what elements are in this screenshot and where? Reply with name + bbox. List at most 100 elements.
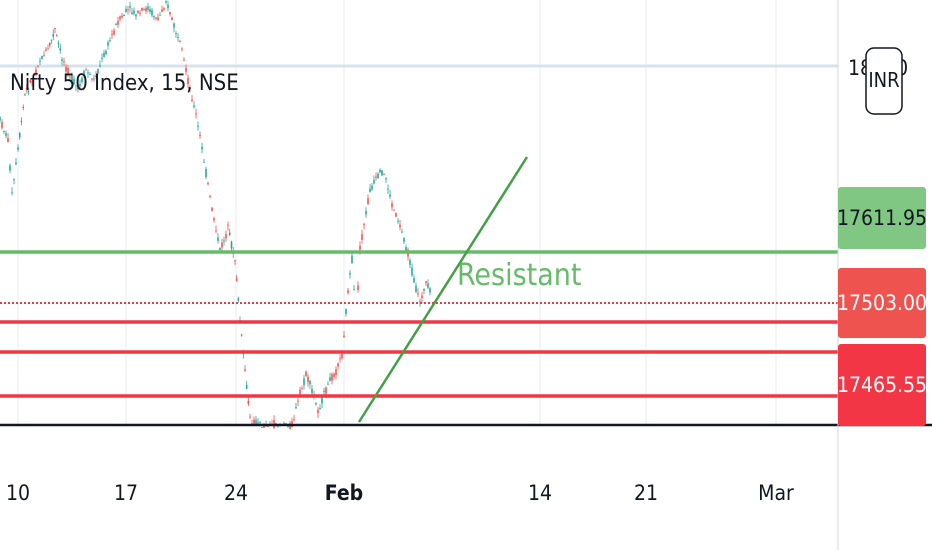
candle-body xyxy=(335,369,337,375)
candle-body xyxy=(315,402,317,405)
candle-body xyxy=(351,255,353,264)
candle-body xyxy=(249,416,251,418)
candle-body xyxy=(67,67,69,74)
candle-body xyxy=(203,161,205,163)
candle-body xyxy=(121,15,123,18)
candle-body xyxy=(83,70,85,76)
candle-body xyxy=(297,400,299,402)
candle-body xyxy=(319,408,321,410)
candle-body xyxy=(39,60,41,62)
candle-body xyxy=(393,209,395,211)
candle-body xyxy=(379,169,381,173)
candle-body xyxy=(13,179,15,181)
candle-body xyxy=(169,12,171,15)
candle-body xyxy=(399,224,401,228)
candle-body xyxy=(263,425,265,428)
candle-body xyxy=(47,48,49,50)
candle-body xyxy=(387,188,389,190)
candle-body xyxy=(17,147,19,150)
candle-body xyxy=(173,23,175,28)
candle-body xyxy=(73,78,75,85)
trendline[interactable] xyxy=(357,156,529,423)
candle-body xyxy=(277,426,279,428)
candle-body xyxy=(29,80,32,83)
candle-body xyxy=(339,358,341,360)
candle-body xyxy=(217,237,219,241)
candle-body xyxy=(109,40,111,42)
candle-body xyxy=(175,33,177,35)
candle-body xyxy=(377,173,379,179)
candle-body xyxy=(361,234,363,240)
candle-body xyxy=(191,99,193,102)
candle-body xyxy=(57,43,60,45)
candle-body xyxy=(7,138,9,142)
candle-body xyxy=(95,75,97,77)
currency-badge[interactable]: INR xyxy=(865,47,903,115)
x-tick-label: Mar xyxy=(758,481,794,505)
candle-body xyxy=(20,120,23,123)
candle-body xyxy=(299,389,301,395)
candle-body xyxy=(409,260,411,265)
candle-body xyxy=(139,12,141,14)
candle-body xyxy=(337,363,339,367)
candle-body xyxy=(223,240,225,242)
price-label-last: 17503.00 xyxy=(837,268,927,338)
candle-body xyxy=(201,146,203,150)
candle-body xyxy=(115,23,117,25)
candle-body xyxy=(193,105,195,108)
candle-body xyxy=(245,384,248,389)
price-lines xyxy=(0,250,838,398)
candle-body xyxy=(367,198,369,205)
candle-body xyxy=(97,69,99,74)
candle-body xyxy=(331,374,333,381)
candle-body xyxy=(293,419,295,421)
candle-body xyxy=(37,66,39,68)
candle-body xyxy=(419,301,421,303)
candle-body xyxy=(343,335,345,338)
candle-body xyxy=(69,76,71,78)
candle-body xyxy=(228,232,231,235)
candle-body xyxy=(123,14,125,17)
candle-body xyxy=(305,371,307,376)
candle-body xyxy=(171,17,173,21)
candle-body xyxy=(365,211,367,215)
candle-body xyxy=(295,407,297,409)
candle-body xyxy=(24,94,26,96)
x-tick-label: 24 xyxy=(224,481,248,505)
candle-body xyxy=(219,247,221,250)
candle-body xyxy=(119,16,121,20)
candle-body xyxy=(135,14,137,17)
candle-body xyxy=(9,165,11,171)
candle-body xyxy=(237,298,240,301)
candle-body xyxy=(77,86,79,90)
candle-body xyxy=(255,419,257,427)
price-label-text: 17611.95 xyxy=(837,206,927,230)
grid-lines xyxy=(0,0,838,425)
candle-body xyxy=(303,378,305,386)
candle-body xyxy=(333,373,335,377)
candle-body xyxy=(151,10,153,16)
candle-body xyxy=(261,427,263,429)
candle-body xyxy=(54,28,56,30)
candle-body xyxy=(225,234,227,239)
candle-body xyxy=(111,34,113,36)
candle-body xyxy=(403,237,405,242)
x-axis: 10 17 24 Feb 14 21 Mar xyxy=(6,481,794,505)
candle-body xyxy=(301,388,303,390)
candle-body xyxy=(345,309,347,314)
candle-body xyxy=(423,288,425,291)
candle-body xyxy=(63,61,65,63)
candle-body xyxy=(411,267,413,276)
candle-body xyxy=(357,285,359,291)
candle-body xyxy=(211,207,213,212)
candle-body xyxy=(369,188,371,192)
candle-body xyxy=(195,113,197,115)
candle-body xyxy=(257,422,259,424)
candle-body xyxy=(143,9,145,11)
candle-body xyxy=(183,59,185,61)
candle-body xyxy=(209,195,211,197)
candle-body xyxy=(93,78,95,80)
x-tick-label: 14 xyxy=(528,481,552,505)
price-label-text: 17465.55 xyxy=(837,373,927,397)
